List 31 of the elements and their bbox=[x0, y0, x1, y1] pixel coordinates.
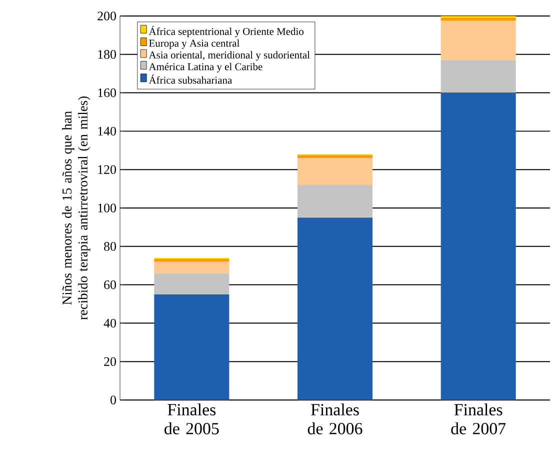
y-tick-label: 80 bbox=[104, 242, 116, 251]
y-tick-label: 200 bbox=[98, 12, 116, 20]
y-tick-label: 140 bbox=[98, 126, 116, 136]
y-tick-label: 120 bbox=[98, 165, 116, 174]
legend-label: África septentrional y Oriente Medio bbox=[148, 26, 304, 38]
y-tick-label: 0 bbox=[110, 396, 116, 404]
x-tick-label: Finales de 2007 bbox=[451, 404, 506, 434]
bar bbox=[298, 158, 373, 185]
bar bbox=[154, 262, 230, 274]
bar bbox=[298, 155, 373, 158]
legend-label: África subsahariana bbox=[148, 74, 232, 84]
bar bbox=[440, 60, 516, 93]
bar bbox=[154, 294, 230, 400]
legend-label: Europa y Asia central bbox=[149, 39, 240, 49]
legend-label: América Latina y el Caribe bbox=[148, 62, 262, 72]
bar bbox=[440, 18, 516, 21]
y-axis-title: Niños menores de 15 años que han recibido terapia antirretroviral (en miles) bbox=[62, 96, 90, 320]
y-tick-label: 160 bbox=[98, 88, 116, 98]
y-tick-label: 40 bbox=[104, 318, 116, 328]
bar bbox=[440, 92, 516, 400]
x-tick-label: Finales de 2006 bbox=[308, 404, 362, 434]
bar bbox=[298, 218, 373, 400]
y-tick-label: 100 bbox=[98, 204, 116, 212]
legend-label: Asia oriental, meridional y sudoriental bbox=[148, 51, 310, 61]
bar bbox=[298, 184, 373, 218]
y-tick-label: 60 bbox=[104, 280, 116, 290]
x-tick-label: Finales de 2005 bbox=[164, 404, 219, 434]
bar bbox=[154, 273, 230, 294]
y-tick-label: 180 bbox=[98, 50, 116, 59]
bar bbox=[440, 20, 516, 60]
y-tick-label: 20 bbox=[104, 357, 116, 366]
